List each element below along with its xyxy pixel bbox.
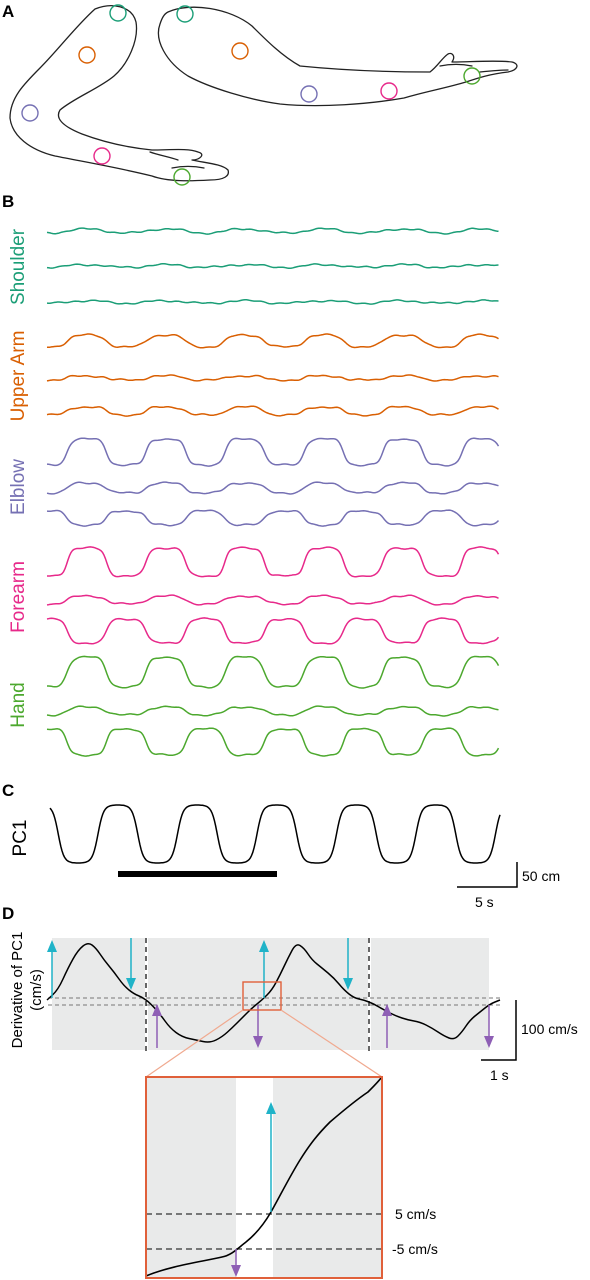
trace-upper-arm-2 <box>46 374 499 382</box>
trace-elbow-1 <box>46 437 500 467</box>
shaded-region <box>371 938 489 1050</box>
marker-shoulder <box>176 5 194 23</box>
trace-shoulder-2 <box>46 263 499 269</box>
inset-shade-right <box>273 1077 382 1278</box>
zoom-connector <box>280 1009 383 1078</box>
scale-y-c: 50 cm <box>522 868 560 884</box>
panel-d-letter: D <box>2 904 14 923</box>
scale-x-d: 1 s <box>490 1067 509 1083</box>
marker-upper-arm <box>78 46 96 64</box>
trace-forearm-1 <box>47 546 500 578</box>
panel-c-letter: C <box>2 781 14 800</box>
inset-trace <box>145 1077 382 1277</box>
trace-hand-3 <box>46 727 500 757</box>
zoom-connector <box>145 1009 244 1078</box>
scale-y-d: 100 cm/s <box>521 1021 578 1037</box>
scale-x-c: 5 s <box>475 894 494 910</box>
segment-label-forearm: Forearm <box>8 561 29 633</box>
segment-label-hand: Hand <box>8 682 29 727</box>
inset-shade-left <box>146 1077 236 1278</box>
trace-shoulder-3 <box>46 298 499 305</box>
up-arrows <box>47 938 353 998</box>
segment-label-elbow: Elblow <box>8 459 29 515</box>
down-arrows <box>152 1004 494 1048</box>
trace-hand-1 <box>47 655 500 689</box>
arm-bent-outline <box>9 5 230 182</box>
trace-elbow-3 <box>46 509 500 527</box>
marker-elbow <box>300 85 318 103</box>
marker-hand <box>463 67 481 85</box>
derivative-ylabel: Derivative of PC1 <box>9 932 26 1049</box>
zoom-inset <box>145 1076 383 1279</box>
trace-elbow-2 <box>46 481 499 495</box>
shaded-region <box>52 938 145 1050</box>
inset-label-lower: -5 cm/s <box>392 1241 438 1257</box>
scale-bar-d <box>481 1000 517 1061</box>
marker-shoulder <box>109 4 127 22</box>
pc1-trace <box>49 804 501 864</box>
marker-forearm <box>380 82 398 100</box>
derivative-plot <box>46 938 503 1078</box>
trace-upper-arm-1 <box>46 333 499 349</box>
inset-label-upper: 5 cm/s <box>395 1206 436 1222</box>
zoom-box <box>242 981 282 1011</box>
trace-forearm-2 <box>46 594 499 606</box>
arm-bent-illustration <box>9 4 230 186</box>
marker-forearm <box>93 147 111 165</box>
panel-a-letter: A <box>2 2 14 21</box>
pc1-label: PC1 <box>10 820 31 857</box>
marker-hand <box>173 168 191 186</box>
time-window-bar <box>118 871 277 877</box>
panel-b-letter: B <box>2 192 14 211</box>
arm-straight-outline <box>157 6 518 107</box>
derivative-ylabel-units: (cm/s) <box>28 969 45 1011</box>
inset-frame <box>145 1076 383 1279</box>
trajectory-traces <box>46 227 500 757</box>
trace-upper-arm-3 <box>46 405 499 417</box>
segment-label-upper-arm: Upper Arm <box>8 331 29 422</box>
marker-upper-arm <box>231 42 249 60</box>
arm-straight-illustration <box>157 5 518 107</box>
derivative-trace <box>46 942 501 1043</box>
trace-forearm-3 <box>46 617 500 645</box>
segment-label-shoulder: Shoulder <box>8 228 29 305</box>
trace-hand-2 <box>46 705 499 717</box>
marker-elbow <box>21 104 39 122</box>
scale-bar-c <box>457 862 518 888</box>
trace-shoulder-1 <box>46 227 499 235</box>
